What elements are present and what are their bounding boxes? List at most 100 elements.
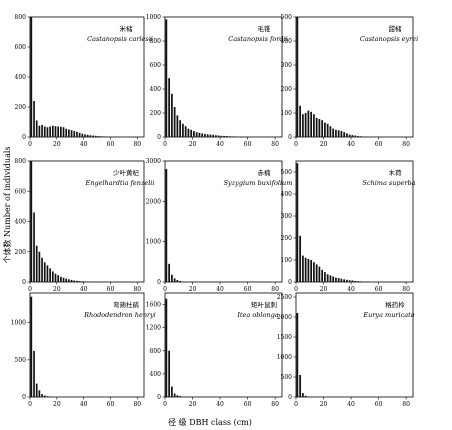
- bar: [337, 130, 340, 137]
- bar: [165, 298, 168, 397]
- panel-7: 0 20 40 60 80 0 500 1000 弯蒴杜鹃 Rhododendron henryi: [11, 292, 156, 408]
- bar: [315, 264, 318, 282]
- bar: [70, 279, 73, 282]
- bar: [302, 114, 304, 137]
- bar: [102, 136, 105, 137]
- x-tick-label: 0: [28, 141, 32, 148]
- x-tick-label: 80: [271, 286, 279, 293]
- bar: [43, 262, 46, 282]
- bar: [30, 161, 33, 282]
- bar: [41, 125, 43, 137]
- bar: [171, 93, 173, 137]
- bar: [296, 313, 299, 397]
- bar: [351, 280, 354, 282]
- bar: [57, 275, 60, 282]
- panel-title-latin: Rhododendron henryi: [83, 311, 156, 319]
- x-tick-label: 80: [133, 286, 141, 293]
- y-axis-label: 个体数 Number of individuals: [2, 147, 12, 264]
- y-tick-label: 0: [22, 134, 26, 141]
- y-tick-label: 500: [281, 169, 293, 176]
- bar: [176, 115, 179, 137]
- bar: [30, 296, 33, 397]
- bar: [329, 275, 332, 282]
- y-tick-label: 500: [15, 357, 27, 364]
- bar: [340, 131, 343, 137]
- y-tick-label: 0: [157, 394, 161, 401]
- bar: [318, 266, 321, 282]
- bar: [41, 257, 43, 282]
- y-tick-label: 3000: [146, 158, 161, 165]
- x-tick-label: 40: [216, 141, 224, 148]
- bar: [209, 134, 212, 137]
- bar: [171, 386, 173, 397]
- bar: [299, 375, 301, 397]
- y-tick-label: 0: [288, 394, 292, 401]
- bar: [332, 128, 335, 137]
- bar: [81, 133, 84, 137]
- panel-title-latin: Castanopsis carlesii: [87, 35, 153, 43]
- bar: [168, 263, 170, 282]
- bar: [33, 350, 35, 397]
- bar: [299, 235, 301, 282]
- bar: [231, 136, 234, 137]
- bar: [313, 262, 315, 282]
- y-tick-label: 500: [281, 374, 293, 381]
- x-tick-label: 60: [244, 286, 252, 293]
- bar: [68, 279, 70, 282]
- x-tick-label: 80: [402, 141, 410, 148]
- bar: [38, 251, 41, 282]
- bar: [182, 123, 184, 137]
- bar: [313, 114, 315, 137]
- bar: [41, 394, 43, 397]
- y-tick-label: 1000: [146, 14, 161, 21]
- bar: [100, 136, 102, 137]
- bar: [315, 117, 318, 137]
- bar: [198, 132, 201, 137]
- x-tick-label: 20: [320, 141, 328, 148]
- x-tick-label: 80: [271, 141, 279, 148]
- x-axis-label: 径 级 DBH class (cm): [168, 417, 252, 427]
- y-tick-label: 200: [15, 104, 27, 111]
- y-tick-label: 400: [15, 219, 27, 226]
- x-tick-label: 40: [347, 141, 355, 148]
- y-tick-label: 1000: [277, 354, 292, 361]
- x-tick-label: 20: [189, 286, 197, 293]
- bar: [176, 279, 179, 282]
- bar: [46, 127, 49, 137]
- bar: [176, 395, 179, 397]
- x-tick-label: 40: [80, 401, 88, 408]
- bar: [357, 136, 359, 137]
- bar: [217, 135, 220, 137]
- y-tick-label: 800: [15, 158, 27, 165]
- y-tick-label: 0: [157, 279, 161, 286]
- panel-frame: [164, 292, 283, 398]
- y-tick-label: 0: [22, 279, 26, 286]
- x-tick-label: 60: [244, 401, 252, 408]
- bar: [46, 265, 49, 282]
- bar: [78, 132, 81, 137]
- panel-2: 0 20 40 60 8002004006008001000毛锥Castanopsis …: [146, 14, 288, 148]
- y-tick-label: 2000: [277, 314, 292, 321]
- bar: [329, 126, 332, 137]
- panel-title-cn: 少叶黄杞: [113, 168, 140, 177]
- x-tick-label: 80: [271, 401, 279, 408]
- bar: [302, 255, 304, 282]
- bar: [165, 19, 168, 137]
- x-tick-label: 60: [375, 401, 383, 408]
- y-tick-label: 1600: [146, 302, 161, 309]
- x-tick-label: 0: [294, 401, 298, 408]
- panel-title-cn: 赤楠: [258, 168, 272, 177]
- x-tick-label: 80: [402, 401, 410, 408]
- panel-title-latin: Eurya muricata: [362, 311, 414, 319]
- bar: [340, 278, 343, 282]
- bar: [57, 126, 60, 137]
- y-tick-label: 200: [150, 110, 162, 117]
- x-tick-label: 20: [189, 401, 197, 408]
- y-tick-label: 200: [281, 86, 293, 93]
- bar: [348, 280, 351, 282]
- bar: [357, 281, 359, 282]
- bar: [228, 136, 231, 137]
- bar: [215, 135, 217, 137]
